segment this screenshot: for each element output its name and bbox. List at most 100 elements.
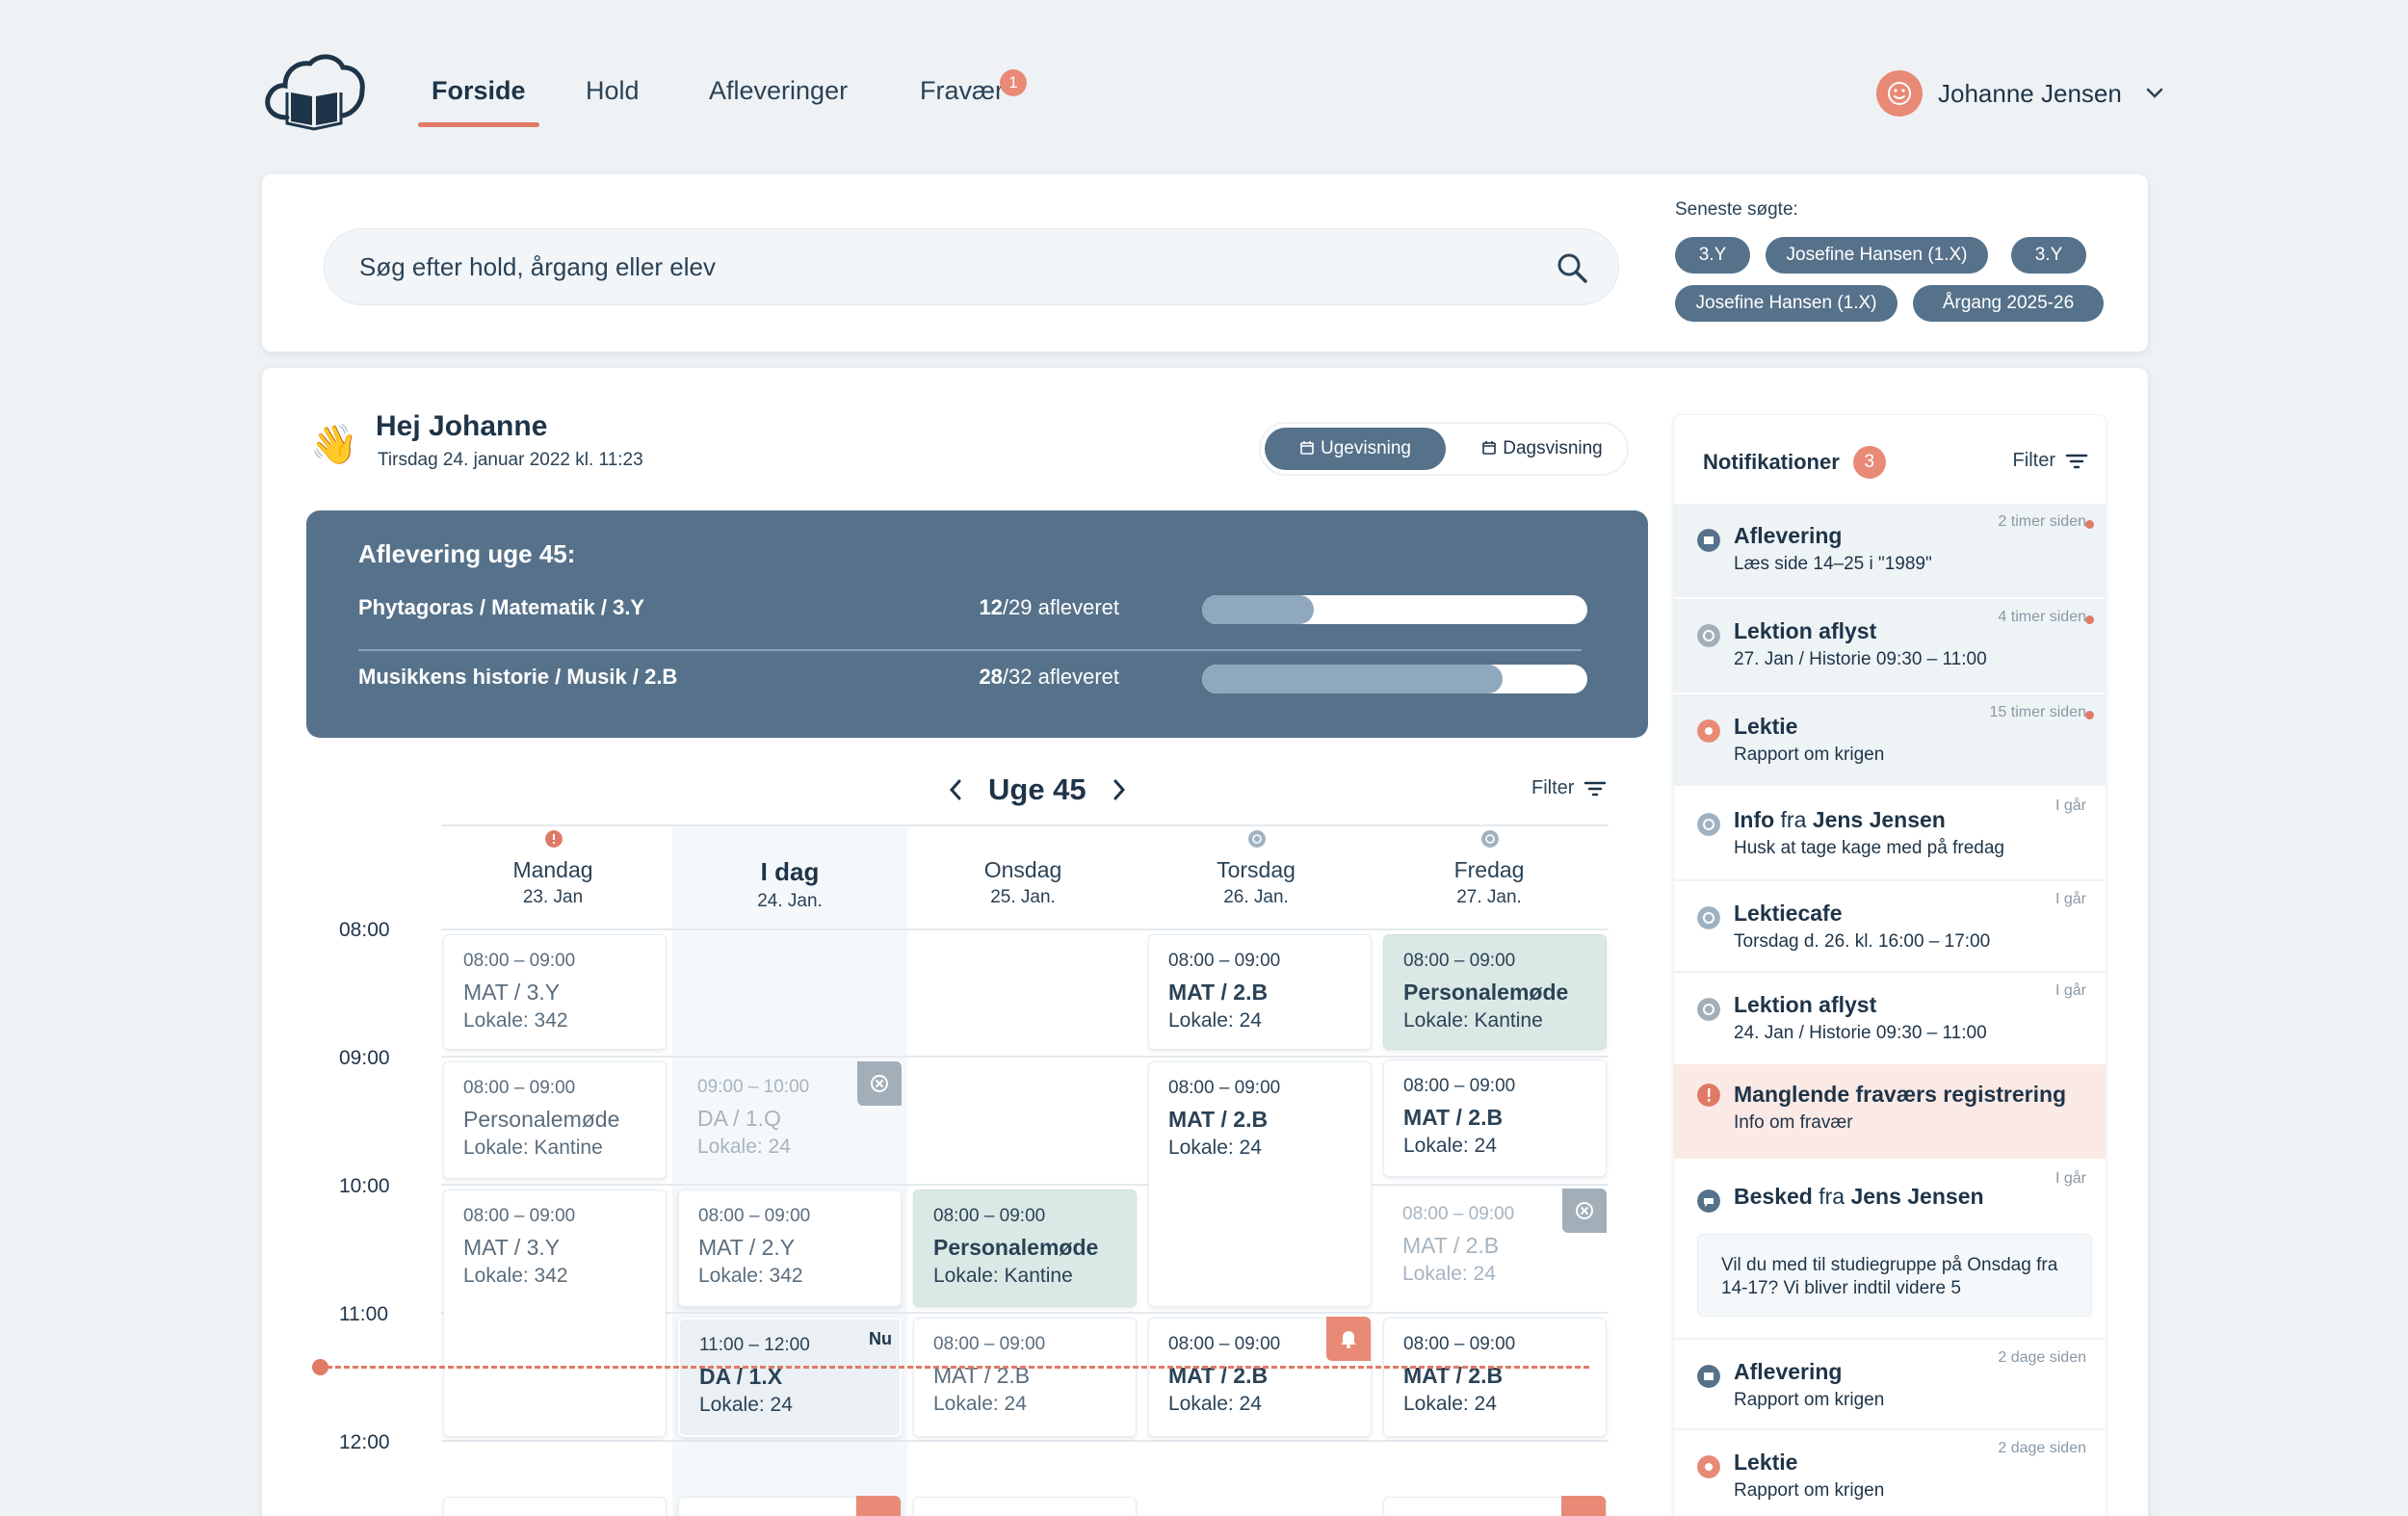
- notification-title: Lektiecafe: [1734, 901, 1843, 926]
- day-header-monday[interactable]: Mandag 23. Jan: [437, 828, 668, 908]
- notification-time: 2 timer siden: [1998, 513, 2086, 530]
- recent-chip[interactable]: Josefine Hansen (1.X): [1766, 237, 1988, 274]
- recent-chip[interactable]: Josefine Hansen (1.X): [1675, 285, 1898, 322]
- notification-item-message[interactable]: Besked fra Jens Jensen I går Vil du med …: [1674, 1161, 2106, 1340]
- event-room: Lokale: 24: [1403, 1393, 1497, 1415]
- fravaer-badge: 1: [1000, 69, 1027, 96]
- assignment-row[interactable]: Phytagoras / Matematik / 3.Y 12/29 aflev…: [358, 582, 1587, 651]
- day-header-thursday[interactable]: Torsdag 26. Jan.: [1140, 828, 1372, 908]
- event-room: Lokale: 24: [699, 1394, 793, 1416]
- day-view-button[interactable]: Dagsvisning: [1459, 428, 1625, 470]
- calendar-divider: [441, 1312, 1609, 1314]
- filter-icon: [2065, 454, 2088, 468]
- notification-time: I går: [2055, 1170, 2086, 1187]
- recent-chip[interactable]: 3.Y: [1675, 237, 1750, 274]
- day-date: 27. Jan.: [1456, 887, 1522, 907]
- notification-item[interactable]: Lektie Rapport om krigen 15 timer siden: [1674, 694, 2106, 788]
- notification-item[interactable]: Lektie Rapport om krigen 2 dage siden: [1674, 1430, 2106, 1516]
- calendar-event[interactable]: [1383, 1496, 1607, 1516]
- nav-fravaer[interactable]: Fravær 1: [920, 67, 1027, 125]
- calendar-event[interactable]: 08:00 – 09:00 MAT / 2.B Lokale: 24: [913, 1318, 1137, 1437]
- calendar-event[interactable]: 08:00 – 09:00 MAT / 2.Y Lokale: 342: [678, 1189, 902, 1307]
- info-icon: [1697, 906, 1720, 929]
- calendar-event[interactable]: 08:00 – 09:00 MAT / 2.B Lokale: 24: [1383, 1318, 1607, 1437]
- greeting-date: Tirsdag 24. januar 2022 kl. 11:23: [378, 450, 643, 470]
- event-time: 08:00 – 09:00: [1168, 1334, 1281, 1354]
- event-subject: Personalemøde: [1403, 980, 1569, 1005]
- calendar-event[interactable]: [913, 1497, 1137, 1516]
- notification-item[interactable]: Lektion aflyst 27. Jan / Historie 09:30 …: [1674, 599, 2106, 694]
- unread-dot: [2085, 711, 2094, 719]
- event-room: Lokale: 24: [697, 1136, 791, 1158]
- notification-time: 2 dage siden: [1998, 1349, 2086, 1366]
- calendar-event[interactable]: 08:00 – 09:00 MAT / 2.B Lokale: 24: [1148, 1061, 1372, 1307]
- week-view-button[interactable]: Ugevisning: [1265, 428, 1446, 470]
- recent-searches-label: Seneste søgte:: [1675, 199, 1798, 220]
- alert-icon: [545, 830, 563, 848]
- calendar-event[interactable]: 08:00 – 09:00 Personalemøde Lokale: Kant…: [913, 1189, 1137, 1307]
- day-date: 25. Jan.: [990, 887, 1056, 907]
- search-icon[interactable]: [1555, 250, 1589, 285]
- event-room: Lokale: 24: [1168, 1393, 1262, 1415]
- waving-hand-icon: 👋: [310, 424, 358, 466]
- homework-icon: [1697, 1455, 1720, 1478]
- calendar-event[interactable]: 08:00 – 09:00 Personalemøde Lokale: Kant…: [443, 1061, 667, 1179]
- cancelled-icon: [857, 1061, 902, 1106]
- nav-forside[interactable]: Forside: [418, 67, 538, 127]
- calendar-filter-button[interactable]: Filter: [1531, 777, 1607, 799]
- nav-afleveringer[interactable]: Afleveringer: [709, 67, 848, 125]
- day-header-wednesday[interactable]: Onsdag 25. Jan.: [907, 828, 1139, 908]
- chat-icon: [1697, 1189, 1720, 1213]
- calendar-divider: [441, 1440, 1609, 1442]
- notification-item[interactable]: Aflevering Læs side 14–25 i "1989" 2 tim…: [1674, 504, 2106, 599]
- nav-hold[interactable]: Hold: [586, 67, 640, 125]
- calendar-event[interactable]: [678, 1496, 902, 1516]
- week-label: Uge 45: [988, 772, 1086, 806]
- calendar-divider: [441, 1056, 1609, 1058]
- recent-chip[interactable]: Årgang 2025-26: [1913, 285, 2104, 322]
- event-time: 08:00 – 09:00: [1402, 1204, 1515, 1224]
- notifications-filter-button[interactable]: Filter: [2013, 450, 2088, 472]
- info-icon: [1697, 813, 1720, 836]
- calendar-event[interactable]: 08:00 – 09:00 Personalemøde Lokale: Kant…: [1383, 934, 1607, 1050]
- notification-title: Lektion aflyst: [1734, 618, 1877, 643]
- calendar-icon: [1482, 441, 1497, 455]
- cloud-book-logo[interactable]: [262, 50, 366, 131]
- assignment-name: Phytagoras / Matematik / 3.Y: [358, 595, 645, 619]
- calendar-event-cancelled[interactable]: 09:00 – 10:00 DA / 1.Q Lokale: 24: [678, 1061, 902, 1179]
- chevron-right-icon[interactable]: [1112, 777, 1127, 802]
- calendar-event[interactable]: [443, 1497, 667, 1516]
- search-box[interactable]: [324, 228, 1619, 305]
- bell-icon: [856, 1496, 901, 1516]
- chevron-left-icon[interactable]: [948, 777, 963, 802]
- notification-title: Aflevering: [1734, 1359, 1843, 1384]
- calendar-event[interactable]: 08:00 – 09:00 MAT / 2.B Lokale: 24: [1148, 934, 1372, 1050]
- calendar-filter-label: Filter: [1531, 777, 1575, 798]
- recent-chip[interactable]: 3.Y: [2011, 237, 2086, 274]
- notification-item-alert[interactable]: Manglende fraværs registrering Info om f…: [1674, 1064, 2106, 1161]
- notification-title: Lektion aflyst: [1734, 992, 1877, 1017]
- notification-item[interactable]: Lektion aflyst 24. Jan / Historie 09:30 …: [1674, 973, 2106, 1064]
- event-subject: DA / 1.Q: [697, 1106, 781, 1131]
- calendar-event[interactable]: 08:00 – 09:00 MAT / 3.Y Lokale: 342: [443, 934, 667, 1050]
- time-label: 12:00: [339, 1431, 390, 1453]
- user-menu[interactable]: Johanne Jensen: [1876, 70, 2164, 117]
- notification-time: I går: [2055, 891, 2086, 907]
- chevron-down-icon: [2146, 88, 2163, 98]
- time-label: 10:00: [339, 1175, 390, 1197]
- notification-item[interactable]: Aflevering Rapport om krigen 2 dage side…: [1674, 1340, 2106, 1430]
- day-header-friday[interactable]: Fredag 27. Jan.: [1374, 828, 1605, 908]
- notification-item[interactable]: Info fra Jens Jensen Husk at tage kage m…: [1674, 788, 2106, 881]
- notification-item[interactable]: Lektiecafe Torsdag d. 26. kl. 16:00 – 17…: [1674, 881, 2106, 973]
- calendar-event[interactable]: 08:00 – 09:00 MAT / 3.Y Lokale: 342: [443, 1189, 667, 1437]
- calendar-event[interactable]: 08:00 – 09:00 MAT / 2.B Lokale: 24: [1148, 1317, 1372, 1437]
- event-subject: MAT / 3.Y: [463, 980, 561, 1005]
- notification-title-type: Besked: [1734, 1184, 1813, 1209]
- day-header-today[interactable]: I dag 24. Jan.: [674, 828, 905, 912]
- calendar-event-now[interactable]: 11:00 – 12:00 DA / 1.X Lokale: 24 Nu: [678, 1318, 902, 1437]
- calendar-event-cancelled[interactable]: 08:00 – 09:00 MAT / 2.B Lokale: 24: [1383, 1189, 1607, 1306]
- calendar-event[interactable]: 08:00 – 09:00 MAT / 2.B Lokale: 24: [1383, 1059, 1607, 1177]
- assignment-row[interactable]: Musikkens historie / Musik / 2.B 28/32 a…: [358, 651, 1587, 720]
- search-input[interactable]: [359, 229, 1496, 304]
- notification-subtitle: 24. Jan / Historie 09:30 – 11:00: [1734, 1023, 1987, 1043]
